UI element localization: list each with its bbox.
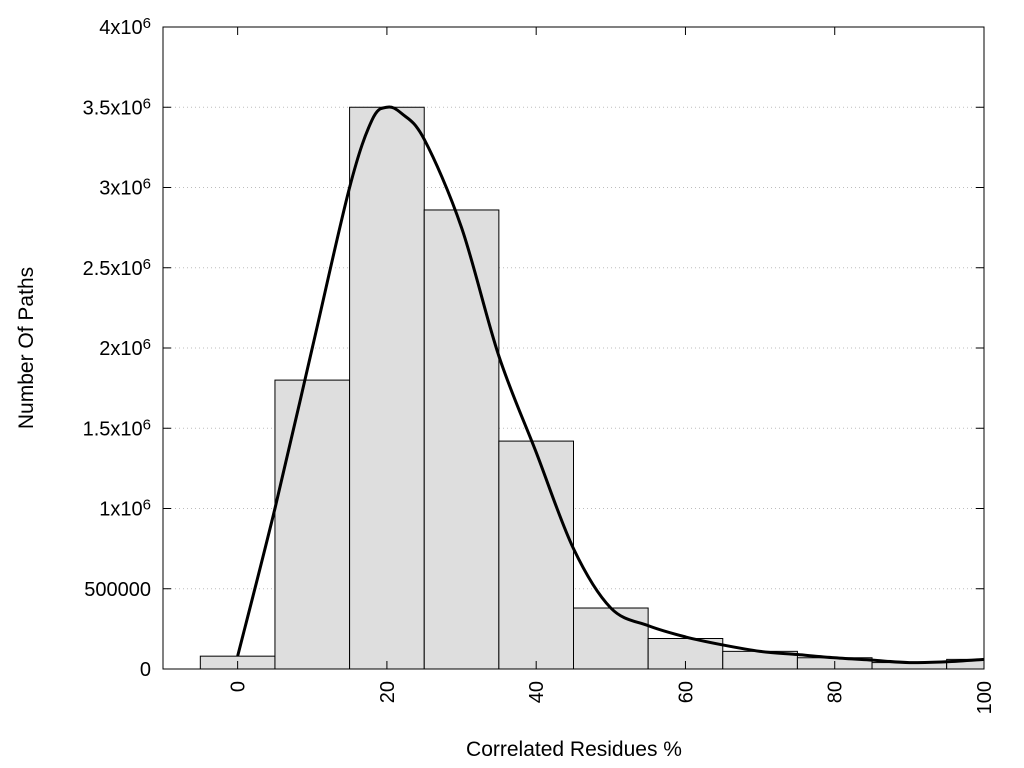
x-tick-labels: 0 20 40 60 80 100 [228,681,996,714]
y-tick-label: 1.5x106 [83,416,151,440]
x-axis-title: Correlated Residues % [466,738,682,761]
y-tick-label: 3x106 [99,176,151,200]
x-tick-label: 80 [825,681,847,703]
y-tick-labels: 0 500000 1x106 1.5x106 2x106 2.5x106 3x106 3.5x… [83,15,151,681]
histogram-bars [199,106,985,670]
y-tick-label: 3.5x106 [83,95,151,119]
y-tick-label: 500000 [84,579,151,601]
fit-curve [236,105,985,665]
y-tick-label: 0 [140,659,151,681]
histogram-bar [498,440,575,670]
histogram-bar [274,379,351,670]
y-tick-label: 2x106 [99,336,151,360]
fit-curve-layer [236,105,985,665]
x-tick-label: 60 [675,681,697,703]
y-tick-label: 2.5x106 [83,256,151,280]
histogram-bar [573,607,649,670]
histogram-bar [423,209,500,670]
x-tick-label: 40 [526,681,548,703]
x-tick-label: 100 [974,681,996,714]
y-tick-label: 1x106 [99,497,151,521]
histogram-bar [349,106,425,670]
y-axis-title: Number Of Paths [15,267,38,429]
y-tick-label: 4x106 [99,15,151,39]
axis-ticks [163,26,985,670]
x-tick-label: 20 [377,681,399,703]
x-tick-label: 0 [228,681,250,692]
